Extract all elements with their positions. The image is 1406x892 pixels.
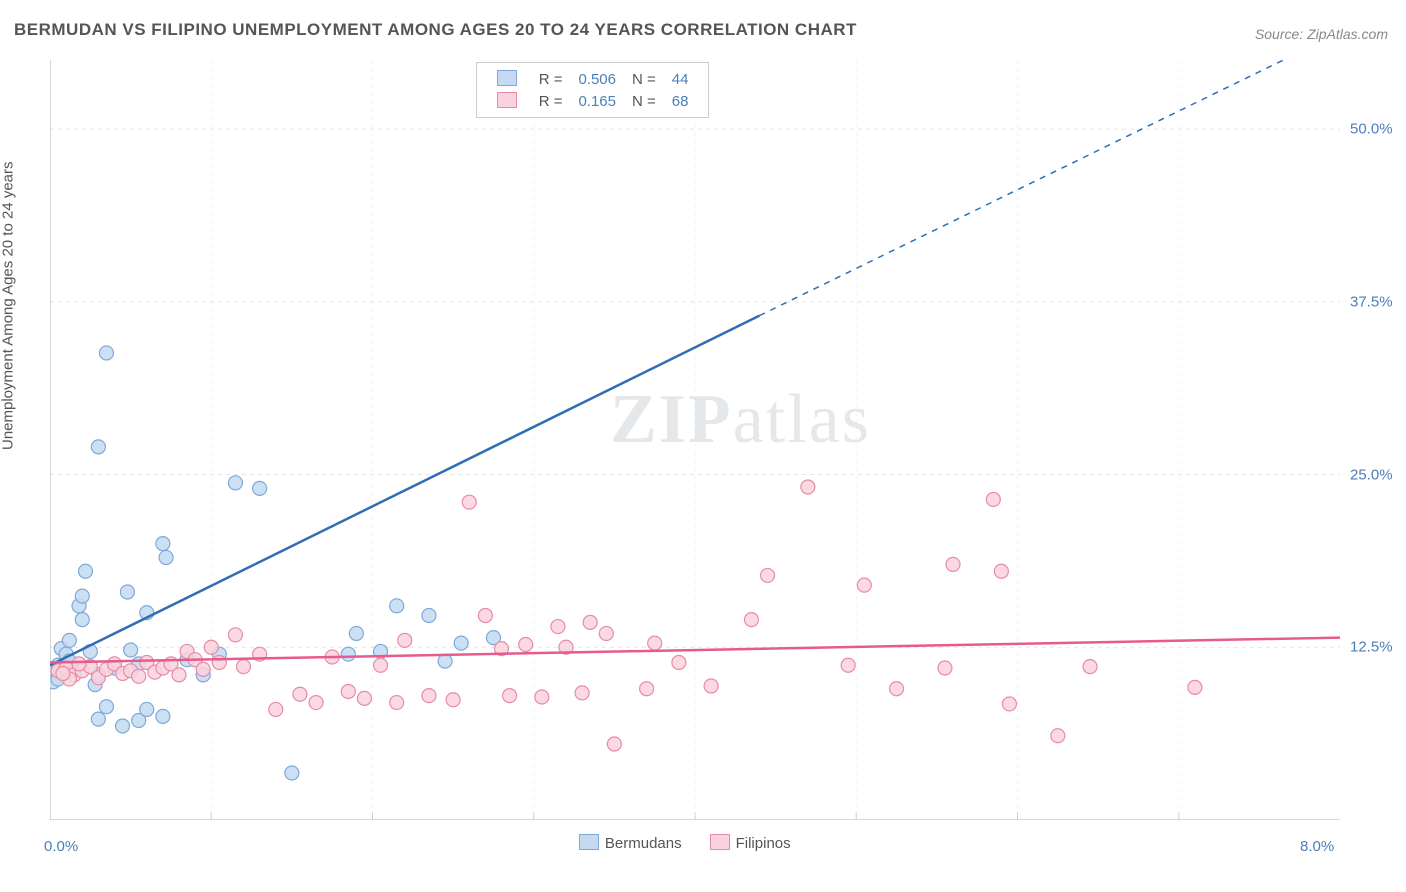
source-label: Source: ZipAtlas.com — [1255, 26, 1388, 42]
y-axis-label: Unemployment Among Ages 20 to 24 years — [0, 161, 17, 450]
legend-row: R =0.165N =68 — [489, 90, 697, 112]
legend-swatch — [579, 834, 599, 850]
legend-item: Bermudans — [579, 834, 682, 852]
chart-container: BERMUDAN VS FILIPINO UNEMPLOYMENT AMONG … — [0, 0, 1406, 892]
legend-row: R =0.506N =44 — [489, 68, 697, 90]
y-tick: 12.5% — [1350, 639, 1393, 656]
chart-title: BERMUDAN VS FILIPINO UNEMPLOYMENT AMONG … — [14, 20, 857, 40]
y-tick: 50.0% — [1350, 121, 1393, 138]
x-tick: 0.0% — [44, 838, 78, 855]
x-tick: 8.0% — [1300, 838, 1334, 855]
scatter-plot — [50, 60, 1340, 820]
correlation-legend: R =0.506N =44R =0.165N =68 — [476, 62, 710, 118]
legend-swatch — [497, 92, 517, 108]
y-tick: 37.5% — [1350, 293, 1393, 310]
legend-swatch — [710, 834, 730, 850]
legend-swatch — [497, 70, 517, 86]
y-tick: 25.0% — [1350, 466, 1393, 483]
series-legend: Bermudans Filipinos — [579, 834, 791, 852]
legend-item: Filipinos — [710, 834, 791, 852]
